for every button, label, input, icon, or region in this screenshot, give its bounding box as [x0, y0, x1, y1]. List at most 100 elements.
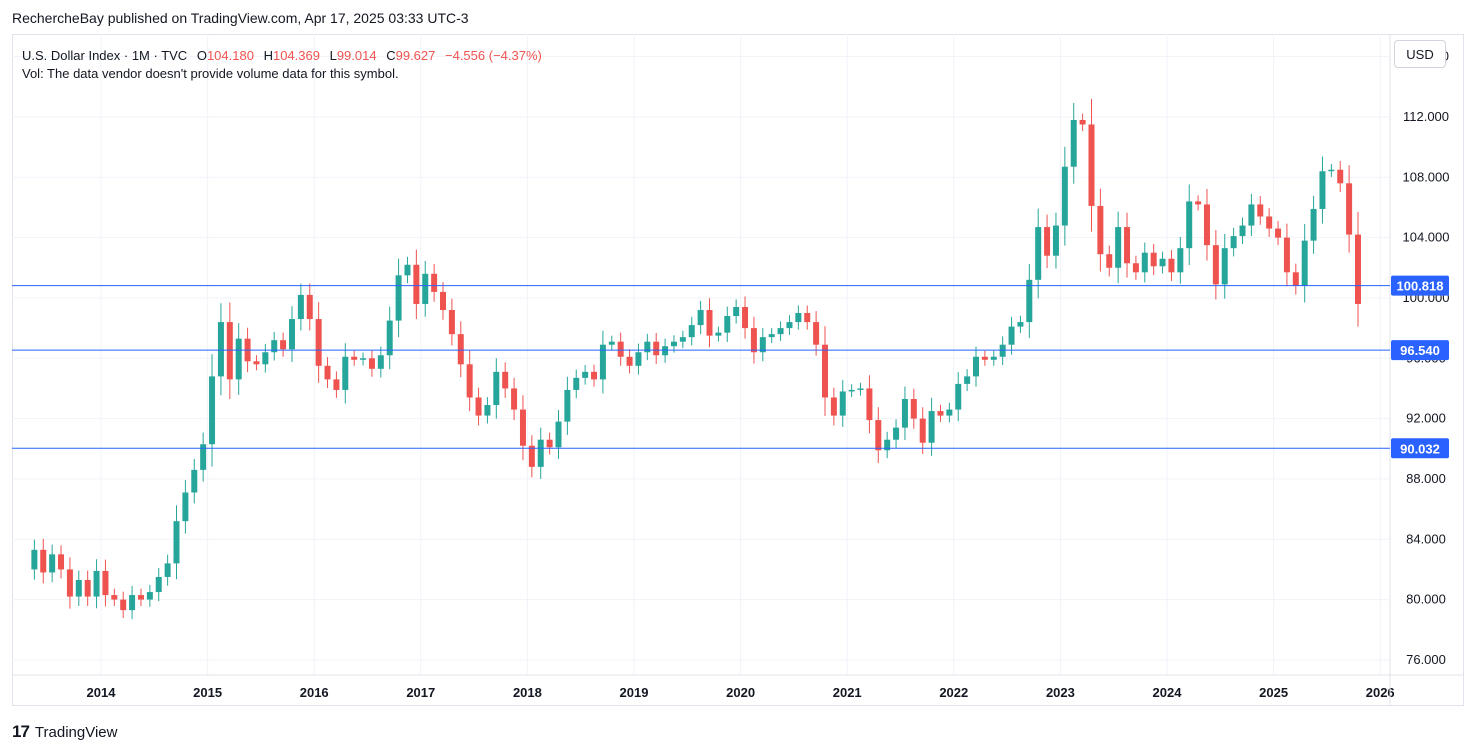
- candle-body[interactable]: [324, 365, 331, 380]
- candle-body[interactable]: [271, 340, 278, 353]
- candle-body[interactable]: [1026, 279, 1033, 323]
- candle-body[interactable]: [49, 554, 56, 573]
- candle-body[interactable]: [1115, 227, 1122, 268]
- candle-body[interactable]: [1203, 204, 1210, 246]
- candle-body[interactable]: [440, 291, 447, 311]
- candle-body[interactable]: [502, 371, 509, 389]
- candle-body[interactable]: [875, 420, 882, 451]
- candle-body[interactable]: [893, 427, 900, 440]
- candle-body[interactable]: [1248, 204, 1255, 226]
- candle-body[interactable]: [306, 294, 313, 320]
- candle-body[interactable]: [297, 294, 304, 320]
- candle-body[interactable]: [395, 275, 402, 321]
- candle-body[interactable]: [226, 322, 233, 380]
- candle-body[interactable]: [839, 391, 846, 416]
- candle-body[interactable]: [946, 409, 953, 416]
- candle-body[interactable]: [715, 332, 722, 336]
- candle-body[interactable]: [448, 310, 455, 335]
- candle-body[interactable]: [315, 319, 322, 366]
- candle-body[interactable]: [1168, 258, 1175, 273]
- candle-body[interactable]: [129, 595, 136, 611]
- candle-body[interactable]: [1044, 227, 1051, 256]
- candle-body[interactable]: [777, 328, 784, 335]
- candle-body[interactable]: [235, 338, 242, 380]
- candle-body[interactable]: [1061, 166, 1068, 226]
- candle-body[interactable]: [599, 344, 606, 380]
- candle-body[interactable]: [360, 358, 367, 360]
- candle-body[interactable]: [1124, 227, 1131, 264]
- candle-body[interactable]: [1195, 201, 1202, 205]
- candle-body[interactable]: [1275, 228, 1282, 238]
- candle-body[interactable]: [626, 356, 633, 366]
- candle-body[interactable]: [342, 356, 349, 390]
- candle-body[interactable]: [182, 492, 189, 522]
- candle-body[interactable]: [706, 310, 713, 336]
- candle-body[interactable]: [1008, 326, 1015, 345]
- candle-body[interactable]: [137, 595, 144, 600]
- candle-body[interactable]: [990, 356, 997, 360]
- candle-body[interactable]: [1079, 119, 1086, 125]
- candle-body[interactable]: [1150, 252, 1157, 267]
- candle-body[interactable]: [484, 405, 491, 416]
- candle-body[interactable]: [1266, 216, 1273, 229]
- candle-body[interactable]: [999, 344, 1006, 357]
- candle-body[interactable]: [1310, 208, 1317, 241]
- candle-body[interactable]: [528, 445, 535, 467]
- candle-body[interactable]: [1088, 124, 1095, 206]
- candle-body[interactable]: [457, 334, 464, 365]
- candle-body[interactable]: [591, 371, 598, 380]
- candle-body[interactable]: [910, 398, 917, 419]
- candle-body[interactable]: [422, 273, 429, 304]
- candle-body[interactable]: [688, 325, 695, 338]
- candle-body[interactable]: [1097, 205, 1104, 255]
- candle-body[interactable]: [475, 397, 482, 416]
- candle-body[interactable]: [724, 316, 731, 333]
- candle-body[interactable]: [84, 579, 91, 597]
- candle-body[interactable]: [1301, 240, 1308, 286]
- currency-button[interactable]: USD: [1394, 40, 1446, 68]
- candle-body[interactable]: [191, 469, 198, 493]
- candle-body[interactable]: [280, 340, 287, 350]
- candle-body[interactable]: [386, 320, 393, 356]
- candle-body[interactable]: [1283, 237, 1290, 273]
- candle-body[interactable]: [164, 563, 171, 577]
- candle-body[interactable]: [821, 344, 828, 398]
- candle-body[interactable]: [333, 379, 340, 390]
- candle-body[interactable]: [795, 313, 802, 323]
- candle-body[interactable]: [351, 356, 358, 360]
- candle-body[interactable]: [1346, 183, 1353, 235]
- candle-body[interactable]: [973, 356, 980, 377]
- candle-body[interactable]: [377, 355, 384, 369]
- candle-body[interactable]: [733, 306, 740, 317]
- candle-body[interactable]: [564, 389, 571, 422]
- candle-body[interactable]: [813, 322, 820, 345]
- candle-body[interactable]: [1052, 225, 1059, 256]
- candle-body[interactable]: [884, 439, 891, 451]
- candle-body[interactable]: [901, 398, 908, 428]
- candle-body[interactable]: [75, 579, 82, 597]
- candle-body[interactable]: [1212, 245, 1219, 285]
- candle-body[interactable]: [1070, 119, 1077, 167]
- candle-body[interactable]: [555, 421, 562, 448]
- candle-body[interactable]: [1141, 252, 1148, 273]
- candle-body[interactable]: [519, 409, 526, 446]
- candle-body[interactable]: [1106, 254, 1113, 268]
- candle-body[interactable]: [857, 388, 864, 390]
- candle-body[interactable]: [173, 521, 180, 564]
- candle-body[interactable]: [1017, 322, 1024, 327]
- candle-body[interactable]: [608, 341, 615, 345]
- candle-body[interactable]: [546, 439, 553, 448]
- candle-body[interactable]: [288, 319, 295, 350]
- candle-body[interactable]: [58, 554, 65, 570]
- candle-body[interactable]: [120, 599, 127, 611]
- candle-body[interactable]: [635, 352, 642, 366]
- candle-body[interactable]: [804, 313, 811, 323]
- symbol-title[interactable]: U.S. Dollar Index · 1M · TVC: [22, 48, 188, 63]
- candle-body[interactable]: [742, 306, 749, 329]
- candle-body[interactable]: [964, 376, 971, 384]
- candle-body[interactable]: [1354, 234, 1361, 304]
- candle-body[interactable]: [66, 569, 73, 597]
- candle-body[interactable]: [955, 383, 962, 410]
- candle-body[interactable]: [662, 346, 669, 356]
